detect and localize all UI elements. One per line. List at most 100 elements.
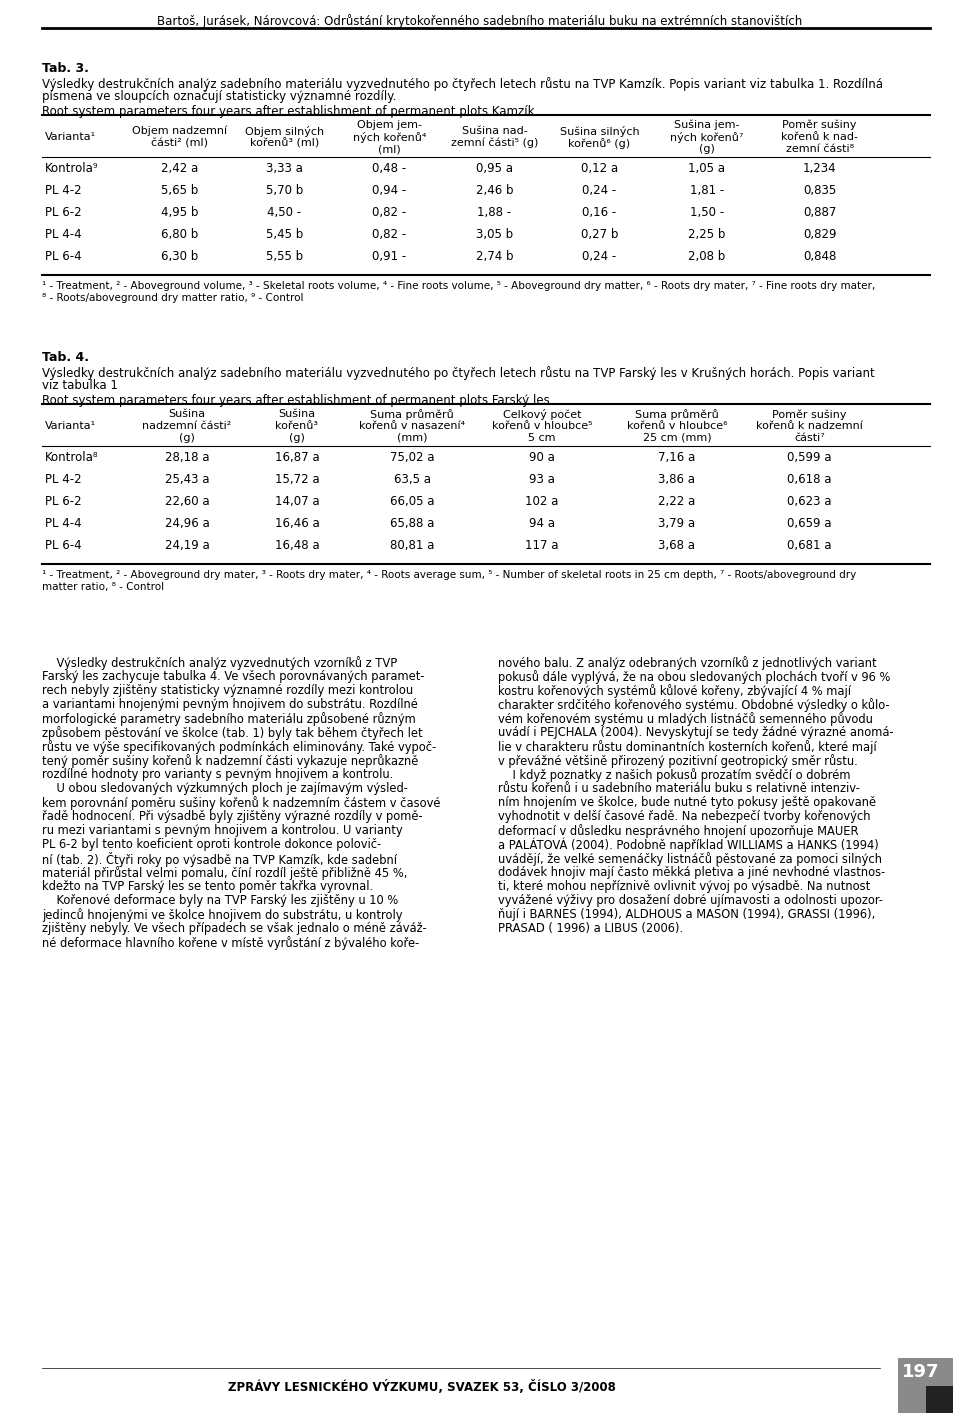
Text: viz tabulka 1: viz tabulka 1 [42,379,118,392]
Text: 2,46 b: 2,46 b [476,184,514,197]
Text: PL 4-2: PL 4-2 [45,474,82,486]
Text: ňují i BARNES (1994), ALDHOUS a MASON (1994), GRASSI (1996),: ňují i BARNES (1994), ALDHOUS a MASON (1… [498,908,876,921]
Text: Poměr sušiny: Poměr sušiny [782,120,856,130]
Text: 5,70 b: 5,70 b [266,184,303,197]
Text: PL 4-4: PL 4-4 [45,228,82,240]
Text: kem porovnání poměru sušiny kořenů k nadzemním částem v časové: kem porovnání poměru sušiny kořenů k nad… [42,796,441,810]
Text: (g): (g) [699,144,715,154]
Text: rech nebyly zjištěny statisticky významné rozdíly mezi kontrolou: rech nebyly zjištěny statisticky významn… [42,684,413,697]
Text: kořenů v hloubce⁶: kořenů v hloubce⁶ [627,421,728,431]
Text: ním hnojením ve školce, bude nutné tyto pokusy ještě opakovaně: ním hnojením ve školce, bude nutné tyto … [498,796,876,809]
Text: Tab. 3.: Tab. 3. [42,62,89,75]
Text: 2,42 a: 2,42 a [161,163,198,175]
Text: PL 6-2 byl tento koeficient oproti kontrole dokonce polovič-: PL 6-2 byl tento koeficient oproti kontr… [42,839,381,851]
Text: růstu ve výše specifikovaných podmínkách eliminovány. Také vypoč-: růstu ve výše specifikovaných podmínkách… [42,740,436,754]
Text: 102 a: 102 a [525,495,559,508]
Text: 4,95 b: 4,95 b [161,206,198,219]
Text: 0,848: 0,848 [803,250,836,263]
Text: 0,681 a: 0,681 a [787,539,831,551]
Text: 0,659 a: 0,659 a [787,518,831,530]
Text: Varianta¹: Varianta¹ [45,421,96,431]
Text: I když poznatky z našich pokusů prozatím svědčí o dobrém: I když poznatky z našich pokusů prozatím… [498,768,851,782]
Text: kostru kořenových systémů kůlové kořeny, zbývající 4 % mají: kostru kořenových systémů kůlové kořeny,… [498,684,851,699]
Text: PL 6-4: PL 6-4 [45,250,82,263]
Text: ru mezi variantami s pevným hnojivem a kontrolou. U varianty: ru mezi variantami s pevným hnojivem a k… [42,824,402,837]
Text: ných kořenů⁴: ných kořenů⁴ [353,132,426,143]
Text: Sušina: Sušina [168,409,205,419]
Text: 0,16 -: 0,16 - [583,206,616,219]
Text: Suma průměrů: Suma průměrů [636,409,719,420]
Text: 16,87 a: 16,87 a [275,451,320,464]
Text: PL 4-4: PL 4-4 [45,518,82,530]
Text: ¹ - Treatment, ² - Aboveground volume, ³ - Skeletal roots volume, ⁴ - Fine roots: ¹ - Treatment, ² - Aboveground volume, ³… [42,281,876,291]
Bar [898,1357,953,1413]
Text: zjištěny nebyly. Ve všech případech se však jednalo o méně záváž-: zjištěny nebyly. Ve všech případech se v… [42,922,427,935]
Text: kořenů⁶ (g): kořenů⁶ (g) [568,139,631,148]
Text: vém kořenovém systému u mladých listnáčů semenného původu: vém kořenovém systému u mladých listnáčů… [498,713,873,725]
Text: Výsledky destrukčních analýz sadebního materiálu vyzvednutého po čtyřech letech : Výsledky destrukčních analýz sadebního m… [42,76,883,90]
Text: vyvážené výživy pro dosažení dobré ujímavosti a odolnosti upozor-: vyvážené výživy pro dosažení dobré ujíma… [498,894,883,906]
Text: kořenů k nadzemní: kořenů k nadzemní [756,421,863,431]
Text: Objem nadzemní: Objem nadzemní [132,126,228,137]
Text: 2,08 b: 2,08 b [688,250,726,263]
Text: ZPRÁVY LESNICKÉHO VÝZKUMU, SVAZEK 53, ČÍSLO 3/2008: ZPRÁVY LESNICKÉHO VÝZKUMU, SVAZEK 53, ČÍ… [228,1380,616,1394]
Text: (mm): (mm) [396,433,427,443]
Text: 5 cm: 5 cm [528,433,556,443]
Text: Farský les zachycuje tabulka 4. Ve všech porovnávaných paramet-: Farský les zachycuje tabulka 4. Ve všech… [42,670,424,683]
Text: 16,46 a: 16,46 a [275,518,320,530]
Text: 0,95 a: 0,95 a [476,163,513,175]
Text: 1,88 -: 1,88 - [477,206,512,219]
Text: 1,50 -: 1,50 - [690,206,724,219]
Text: kdežto na TVP Farský les se tento poměr takřka vyrovnal.: kdežto na TVP Farský les se tento poměr … [42,880,373,894]
Text: lie v charakteru růstu dominantních kosterních kořenů, které mají: lie v charakteru růstu dominantních kost… [498,740,876,754]
Text: PL 4-2: PL 4-2 [45,184,82,197]
Text: Poměr sušiny: Poměr sušiny [772,409,847,420]
Text: 0,12 a: 0,12 a [581,163,618,175]
Text: ní (tab. 2). Čtyři roky po výsadbě na TVP Kamzík, kde sadební: ní (tab. 2). Čtyři roky po výsadbě na TV… [42,853,397,867]
Text: zemní části⁸: zemní části⁸ [785,144,853,154]
Text: morfologické parametry sadebního materiálu způsobené různým: morfologické parametry sadebního materiá… [42,713,416,725]
Text: uvádějí, že velké semenáčky listnáčů pěstované za pomoci silných: uvádějí, že velké semenáčky listnáčů pěs… [498,853,882,865]
Text: 5,65 b: 5,65 b [161,184,198,197]
Text: deformací v důsledku nesprávného hnojení upozorňuje MAUER: deformací v důsledku nesprávného hnojení… [498,824,858,839]
Bar [925,1386,953,1413]
Text: 1,81 -: 1,81 - [690,184,724,197]
Text: (ml): (ml) [378,144,401,154]
Text: kořenů v nasazení⁴: kořenů v nasazení⁴ [359,421,465,431]
Text: Objem jem-: Objem jem- [357,120,422,130]
Text: Objem silných: Objem silných [245,126,324,137]
Text: Celkový počet: Celkový počet [503,409,581,420]
Text: 28,18 a: 28,18 a [165,451,209,464]
Text: písmena ve sloupcích označují statisticky významné rozdíly.: písmena ve sloupcích označují statistick… [42,90,396,103]
Text: né deformace hlavního kořene v místě vyrůstání z bývalého koře-: né deformace hlavního kořene v místě vyr… [42,936,420,950]
Text: 3,33 a: 3,33 a [266,163,303,175]
Text: Sušina jem-: Sušina jem- [674,120,740,130]
Text: 0,27 b: 0,27 b [581,228,618,240]
Text: U obou sledovaných výzkumných ploch je zajímavým výsled-: U obou sledovaných výzkumných ploch je z… [42,782,408,795]
Text: 0,91 -: 0,91 - [372,250,407,263]
Text: 90 a: 90 a [529,451,555,464]
Text: (g): (g) [180,433,195,443]
Text: 66,05 a: 66,05 a [390,495,434,508]
Text: 2,74 b: 2,74 b [476,250,514,263]
Text: Root system parameters four years after establishment of permanent plots Farský : Root system parameters four years after … [42,395,550,407]
Text: rozdílné hodnoty pro varianty s pevným hnojivem a kontrolu.: rozdílné hodnoty pro varianty s pevným h… [42,768,394,781]
Text: 0,94 -: 0,94 - [372,184,407,197]
Text: 6,30 b: 6,30 b [161,250,198,263]
Text: řadě hodnocení. Při výsadbě byly zjištěny výrazné rozdíly v pomě-: řadě hodnocení. Při výsadbě byly zjištěn… [42,810,422,823]
Text: PRASAD ( 1996) a LIBUS (2006).: PRASAD ( 1996) a LIBUS (2006). [498,922,684,935]
Text: 94 a: 94 a [529,518,555,530]
Text: 75,02 a: 75,02 a [390,451,434,464]
Text: 24,19 a: 24,19 a [164,539,209,551]
Text: charakter srdčitého kořenového systému. Obdobné výsledky o kůlo-: charakter srdčitého kořenového systému. … [498,699,890,713]
Text: Varianta¹: Varianta¹ [45,132,96,141]
Text: 0,82 -: 0,82 - [372,228,407,240]
Text: 25 cm (mm): 25 cm (mm) [642,433,711,443]
Text: 3,86 a: 3,86 a [659,474,695,486]
Text: 197: 197 [902,1363,940,1380]
Text: 3,05 b: 3,05 b [476,228,513,240]
Text: v převážné většině přirozený pozitivní geotropický směr růstu.: v převážné většině přirozený pozitivní g… [498,754,857,768]
Text: tený poměr sušiny kořenů k nadzemní části vykazuje neprůkazně: tený poměr sušiny kořenů k nadzemní část… [42,754,419,768]
Text: 1,234: 1,234 [803,163,836,175]
Text: 0,24 -: 0,24 - [583,184,616,197]
